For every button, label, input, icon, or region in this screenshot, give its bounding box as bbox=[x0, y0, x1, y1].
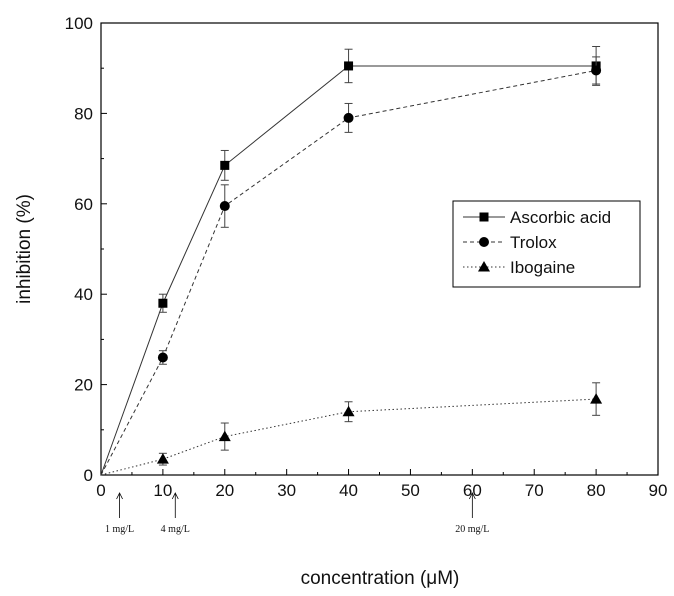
y-tick-label-60: 60 bbox=[74, 195, 93, 214]
y-tick-label-20: 20 bbox=[74, 376, 93, 395]
legend-label-ascorbic-acid: Ascorbic acid bbox=[510, 208, 611, 227]
x-tick-label-10: 10 bbox=[153, 481, 172, 500]
series-layer bbox=[100, 46, 603, 476]
x-tick-label-60: 60 bbox=[463, 481, 482, 500]
x-tick-label-50: 50 bbox=[401, 481, 420, 500]
x-tick-label-30: 30 bbox=[277, 481, 296, 500]
axes: 0 10 20 30 40 50 60 70 80 90 0 20 40 60 80 100 bbox=[65, 14, 668, 500]
legend-label-trolox: Trolox bbox=[510, 233, 557, 252]
point-ibogaine bbox=[590, 393, 603, 404]
point-ibogaine bbox=[218, 430, 231, 442]
point-ibogaine bbox=[342, 405, 355, 417]
x-tick-label-90: 90 bbox=[649, 481, 668, 500]
y-tick-label-100: 100 bbox=[65, 14, 93, 33]
x-tick-label-20: 20 bbox=[215, 481, 234, 500]
y-tick-label-40: 40 bbox=[74, 285, 93, 304]
x-tick-label-40: 40 bbox=[339, 481, 358, 500]
legend-label-ibogaine: Ibogaine bbox=[510, 258, 575, 277]
legend-marker-ascorbic-acid bbox=[479, 212, 489, 222]
point-ascorbic-acid bbox=[220, 160, 230, 170]
y-axis-title: inhibition (%) bbox=[14, 194, 35, 304]
legend-marker-ibogaine bbox=[478, 261, 490, 272]
annotation-label-1-mg-l: 1 mg/L bbox=[105, 524, 134, 535]
point-trolox bbox=[591, 65, 602, 76]
point-ibogaine bbox=[156, 453, 169, 464]
point-ascorbic-acid bbox=[344, 61, 354, 71]
point-trolox bbox=[343, 112, 354, 123]
legend-marker-trolox bbox=[479, 237, 489, 247]
annotation-arrowhead-1-mg-l bbox=[116, 492, 123, 500]
point-trolox bbox=[157, 352, 168, 363]
point-ascorbic-acid bbox=[158, 298, 168, 308]
x-tick-label-0: 0 bbox=[96, 481, 105, 500]
series-ibogaine bbox=[100, 382, 603, 476]
annotations: 1 mg/L 4 mg/L 20 mg/L bbox=[105, 492, 489, 535]
y-tick-label-80: 80 bbox=[74, 104, 93, 123]
y-tick-label-0: 0 bbox=[84, 466, 93, 485]
annotation-label-20-mg-l: 20 mg/L bbox=[455, 524, 489, 535]
series-trolox bbox=[100, 56, 602, 476]
point-trolox bbox=[219, 201, 230, 212]
x-tick-label-80: 80 bbox=[587, 481, 606, 500]
x-axis-title: concentration (μM) bbox=[301, 568, 460, 589]
annotation-arrowhead-20-mg-l bbox=[468, 492, 476, 500]
annotation-label-4-mg-l: 4 mg/L bbox=[161, 524, 190, 535]
annotation-arrowhead-4-mg-l bbox=[171, 492, 179, 500]
legend: Ascorbic acid Trolox Ibogaine bbox=[452, 200, 641, 288]
x-tick-label-70: 70 bbox=[525, 481, 544, 500]
